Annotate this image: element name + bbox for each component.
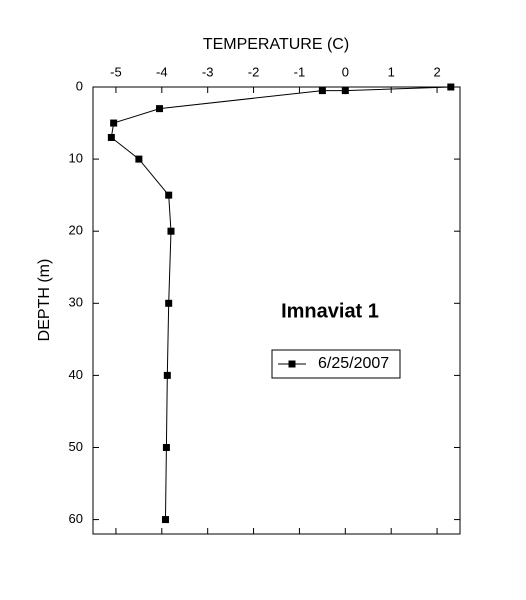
data-point [163, 371, 171, 379]
x-tick-label: -3 [202, 64, 214, 79]
data-point [156, 105, 164, 113]
x-axis-label: TEMPERATURE (C) [203, 36, 349, 53]
x-tick-label: -5 [110, 64, 122, 79]
data-point [107, 133, 115, 141]
data-point [135, 155, 143, 163]
data-point [161, 516, 169, 524]
data-point [162, 443, 170, 451]
legend-marker [288, 360, 296, 368]
x-tick-label: -1 [294, 64, 306, 79]
y-tick-label: 40 [69, 367, 83, 382]
x-tick-label: 0 [342, 64, 349, 79]
data-point [165, 299, 173, 307]
y-tick-label: 50 [69, 439, 83, 454]
y-tick-label: 30 [69, 295, 83, 310]
x-tick-label: 2 [433, 64, 440, 79]
x-tick-label: -2 [248, 64, 260, 79]
y-axis-label: DEPTH (m) [36, 259, 53, 342]
x-tick-label: 1 [388, 64, 395, 79]
data-point [167, 227, 175, 235]
data-point [110, 119, 118, 127]
annotation: Imnaviat 1 [281, 300, 379, 322]
y-tick-label: 20 [69, 223, 83, 238]
y-tick-label: 0 [76, 78, 83, 93]
data-point [341, 87, 349, 95]
legend-label: 6/25/2007 [318, 355, 389, 372]
data-point [318, 87, 326, 95]
y-tick-label: 10 [69, 151, 83, 166]
x-tick-label: -4 [156, 64, 168, 79]
plot-frame [92, 86, 461, 535]
data-point [165, 191, 173, 199]
y-tick-label: 60 [69, 511, 83, 526]
data-point [447, 83, 455, 91]
